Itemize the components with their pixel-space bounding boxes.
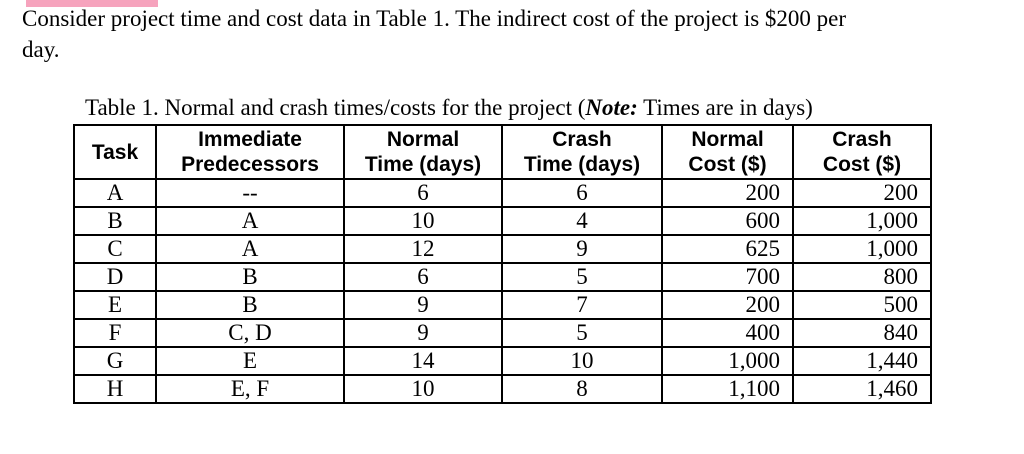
cell-predecessors: E	[156, 347, 344, 375]
cell-predecessors: A	[156, 207, 344, 235]
table-row: A -- 6 6 200 200	[74, 179, 931, 207]
cell-normal-time: 10	[344, 375, 502, 403]
column-header: Task	[74, 125, 156, 179]
table-row: G E 14 10 1,000 1,440	[74, 347, 931, 375]
cell-task: F	[74, 319, 156, 347]
cell-crash-cost: 200	[793, 179, 931, 207]
cell-task: D	[74, 263, 156, 291]
cell-task: B	[74, 207, 156, 235]
cell-normal-time: 9	[344, 291, 502, 319]
cell-crash-cost: 1,440	[793, 347, 931, 375]
cell-crash-time: 5	[502, 263, 662, 291]
problem-statement: Consider project time and cost data in T…	[22, 3, 1022, 65]
problem-statement-line: day.	[22, 37, 60, 62]
cell-normal-time: 6	[344, 263, 502, 291]
pink-highlight-mark	[26, 0, 158, 7]
cell-crash-cost: 1,460	[793, 375, 931, 403]
cell-crash-cost: 500	[793, 291, 931, 319]
table-caption: Table 1. Normal and crash times/costs fo…	[85, 94, 813, 122]
table-header: Task Immediate Predecessors Normal Time (day…	[74, 125, 931, 179]
cell-crash-time: 7	[502, 291, 662, 319]
cell-normal-cost: 1,100	[662, 375, 793, 403]
table-body: A -- 6 6 200 200 B A 10 4 600 1,000 C A 12 9 625 1,000 D B 6…	[74, 179, 931, 403]
cell-predecessors: B	[156, 263, 344, 291]
cell-normal-time: 9	[344, 319, 502, 347]
cell-normal-cost: 625	[662, 235, 793, 263]
cell-crash-cost: 1,000	[793, 207, 931, 235]
cell-normal-cost: 1,000	[662, 347, 793, 375]
cell-crash-time: 6	[502, 179, 662, 207]
cell-normal-time: 6	[344, 179, 502, 207]
cell-task: E	[74, 291, 156, 319]
cell-predecessors: A	[156, 235, 344, 263]
table-row: F C, D 9 5 400 840	[74, 319, 931, 347]
cell-normal-cost: 600	[662, 207, 793, 235]
column-header: Normal Time (days)	[344, 125, 502, 179]
cell-crash-time: 5	[502, 319, 662, 347]
column-header: Normal Cost ($)	[662, 125, 793, 179]
cell-crash-cost: 800	[793, 263, 931, 291]
column-header: Immediate Predecessors	[156, 125, 344, 179]
cell-crash-time: 8	[502, 375, 662, 403]
cell-task: G	[74, 347, 156, 375]
table-row: H E, F 10 8 1,100 1,460	[74, 375, 931, 403]
caption-note-label: Note:	[585, 95, 638, 120]
cell-predecessors: E, F	[156, 375, 344, 403]
cell-normal-cost: 700	[662, 263, 793, 291]
column-header: Crash Time (days)	[502, 125, 662, 179]
cell-normal-cost: 400	[662, 319, 793, 347]
cell-task: C	[74, 235, 156, 263]
cell-task: A	[74, 179, 156, 207]
column-header: Crash Cost ($)	[793, 125, 931, 179]
cell-predecessors: B	[156, 291, 344, 319]
table-row: E B 9 7 200 500	[74, 291, 931, 319]
cell-predecessors: --	[156, 179, 344, 207]
cell-normal-cost: 200	[662, 291, 793, 319]
table-row: C A 12 9 625 1,000	[74, 235, 931, 263]
cell-crash-time: 4	[502, 207, 662, 235]
table-header-row: Task Immediate Predecessors Normal Time (day…	[74, 125, 931, 179]
table-row: B A 10 4 600 1,000	[74, 207, 931, 235]
cell-normal-cost: 200	[662, 179, 793, 207]
cell-normal-time: 12	[344, 235, 502, 263]
cell-crash-time: 10	[502, 347, 662, 375]
caption-suffix: Times are in days)	[637, 95, 813, 120]
cell-normal-time: 10	[344, 207, 502, 235]
table-row: D B 6 5 700 800	[74, 263, 931, 291]
cell-task: H	[74, 375, 156, 403]
cell-normal-time: 14	[344, 347, 502, 375]
cell-predecessors: C, D	[156, 319, 344, 347]
caption-prefix: Table 1. Normal and crash times/costs fo…	[85, 95, 586, 120]
cell-crash-cost: 840	[793, 319, 931, 347]
project-time-cost-table: Task Immediate Predecessors Normal Time (day…	[73, 124, 932, 404]
problem-statement-line: Consider project time and cost data in T…	[22, 6, 847, 31]
cell-crash-cost: 1,000	[793, 235, 931, 263]
cell-crash-time: 9	[502, 235, 662, 263]
